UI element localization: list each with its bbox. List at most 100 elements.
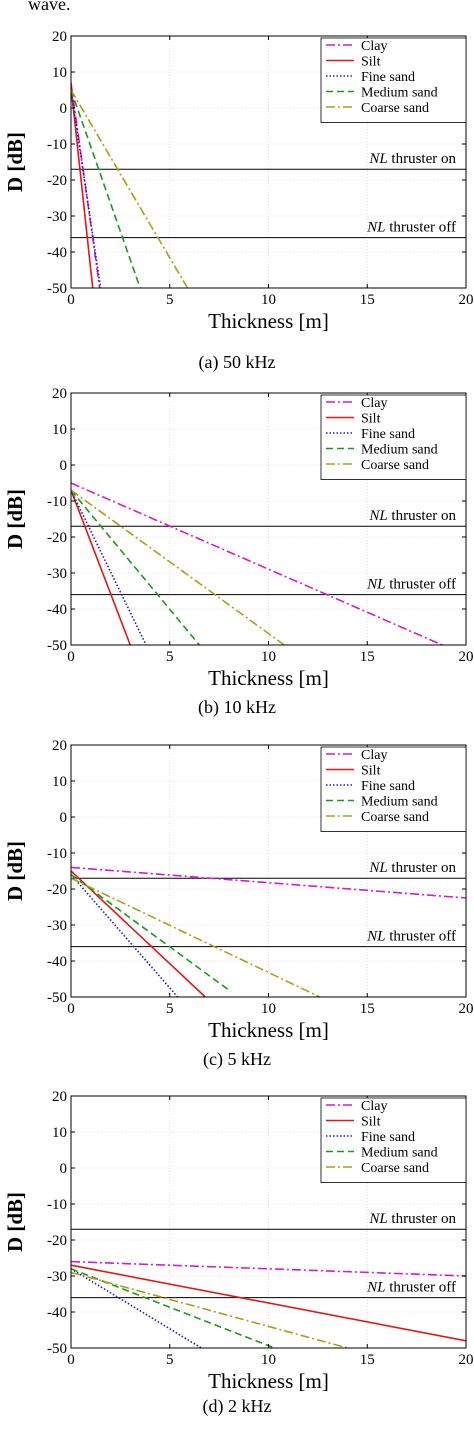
chart-a-ytick-label-2: 0 [60,101,68,117]
chart-b-threshold-label-0: NL thruster on [368,508,456,524]
chart-a-ytick-label-7: -50 [47,281,67,297]
chart-c-threshold-label-suffix-1: thruster off [385,929,456,945]
chart-d-series-fine-sand-line [71,1268,202,1348]
chart-panel-a: NL thruster on NL thruster off 0 5 10 15 20 20 1… [0,28,474,383]
chart-a-ytick-label-4: -20 [47,173,67,189]
chart-d-ytick-label-3: -10 [47,1197,67,1213]
chart-a-legend-label-coarse-sand: Coarse sand [361,101,429,116]
chart-c-series-group [71,866,466,997]
chart-a-legend-label-medium-sand: Medium sand [361,86,438,101]
chart-b-threshold-label-suffix-1: thruster off [385,577,456,593]
chart-a-threshold-label-prefix-1: NL [366,220,385,236]
chart-a-y-axis-label: D [dB] [3,132,27,192]
chart-a-legend-label-fine-sand: Fine sand [361,70,415,85]
chart-c-xtick-label-1: 5 [166,1001,174,1017]
chart-b-ytick-label-3: -10 [47,494,67,510]
chart-b-ytick-label-2: 0 [60,458,68,474]
chart-b-legend-label-medium-sand: Medium sand [361,443,438,458]
chart-c-xtick-label-2: 10 [261,1001,276,1017]
chart-a-threshold-label-prefix-0: NL [368,151,387,167]
chart-b-ytick-label-0: 20 [52,386,67,402]
chart-c-xtick-label-0: 0 [67,1001,75,1017]
chart-c-ytick-label-0: 20 [52,738,67,754]
chart-d-ytick-label-4: -20 [47,1233,67,1249]
chart-d-legend-label-medium-sand: Medium sand [361,1146,438,1161]
chart-d-threshold-label-prefix-1: NL [366,1280,385,1296]
chart-b-series-fine-sand-line [71,489,147,645]
chart-a-ytick-label-3: -10 [47,137,67,153]
chart-d-ytick-label-0: 20 [52,1089,67,1105]
chart-d-legend-label-clay: Clay [361,1099,387,1114]
chart-d-legend-box [320,1097,467,1183]
chart-a-series-medium-sand-line [71,89,141,288]
chart-b-threshold-label-suffix-0: thruster on [388,508,457,524]
chart-c-threshold-label-prefix-1: NL [366,929,385,945]
chart-c-legend-label-coarse-sand: Coarse sand [361,810,429,825]
chart-b-y-axis-label: D [dB] [3,489,27,549]
chart-a-threshold-label-0: NL thruster on [368,151,456,167]
chart-d-series-clay-line [71,1260,466,1277]
chart-d-series-group [71,1260,466,1348]
chart-d-ytick-label-5: -30 [47,1269,67,1285]
chart-a-series-group [71,82,189,288]
chart-d-ytick-label-1: 10 [52,1125,67,1141]
chart-d-threshold-label-suffix-1: thruster off [385,1280,456,1296]
chart-b-series-medium-sand-line [71,489,200,645]
chart-b-xtick-label-2: 10 [261,649,276,665]
chart-b-legend-label-clay: Clay [361,396,387,411]
chart-c-threshold-label-prefix-0: NL [368,860,387,876]
chart-b-ytick-label-4: -20 [47,530,67,546]
chart-c-legend-label-clay: Clay [361,748,387,763]
chart-d-threshold-label-prefix-0: NL [368,1211,387,1227]
chart-a-ytick-label-1: 10 [52,65,67,81]
chart-c-ytick-label-2: 0 [60,810,68,826]
chart-c-xtick-label-4: 20 [459,1001,474,1017]
chart-c-series-coarse-sand-line [71,877,321,997]
chart-c-legend-label-medium-sand: Medium sand [361,795,438,810]
chart-d-x-axis-label: Thickness [m] [208,1369,329,1393]
chart-d-threshold-label-suffix-0: thruster on [388,1211,457,1227]
chart-c-threshold-label-0: NL thruster on [368,860,456,876]
chart-d-legend-label-coarse-sand: Coarse sand [361,1161,429,1176]
chart-c-ytick-label-3: -10 [47,846,67,862]
chart-c-series-fine-sand-line [71,874,179,997]
chart-d-legend-label-silt: Silt [361,1115,381,1130]
chart-b-ytick-label-1: 10 [52,422,67,438]
chart-d-xtick-label-4: 20 [459,1352,474,1368]
chart-b-series-coarse-sand-line [71,489,285,645]
chart-b-xtick-label-0: 0 [67,649,75,665]
chart-c-ytick-label-5: -30 [47,918,67,934]
chart-c-x-axis-label: Thickness [m] [208,1018,329,1042]
chart-b-threshold-label-1: NL thruster off [366,577,456,593]
chart-a-x-axis-label: Thickness [m] [208,309,329,333]
chart-b-series-group [71,482,443,645]
chart-b-xtick-label-1: 5 [166,649,174,665]
chart-d-ytick-label-7: -50 [47,1341,67,1357]
chart-d-ytick-label-6: -40 [47,1305,67,1321]
chart-a-ytick-label-6: -40 [47,245,67,261]
chart-b-x-axis-label: Thickness [m] [208,666,329,690]
chart-a-xtick-label-0: 0 [67,292,75,308]
chart-c-threshold-label-1: NL thruster off [366,929,456,945]
chart-a-series-silt-line [71,86,94,288]
chart-b-legend-label-silt: Silt [361,412,381,427]
chart-a-legend-box [320,37,467,123]
chart-c-xtick-label-3: 15 [360,1001,375,1017]
chart-d-xtick-label-0: 0 [67,1352,75,1368]
chart-b-threshold-label-prefix-0: NL [368,508,387,524]
chart-d-legend-label-fine-sand: Fine sand [361,1130,415,1145]
top-text-fragment: wave. [28,0,71,14]
chart-a-threshold-label-1: NL thruster off [366,220,456,236]
chart-c-threshold-label-suffix-0: thruster on [388,860,457,876]
chart-d-series-silt-line [71,1264,466,1342]
chart-a-series-coarse-sand-line [71,89,189,288]
chart-d-ytick-label-2: 0 [60,1161,68,1177]
chart-d-caption: (d) 2 kHz [202,1396,272,1416]
chart-a-legend-label-silt: Silt [361,55,381,70]
chart-c-ytick-label-6: -40 [47,954,67,970]
chart-c-ytick-label-4: -20 [47,882,67,898]
chart-d-xtick-label-1: 5 [166,1352,174,1368]
